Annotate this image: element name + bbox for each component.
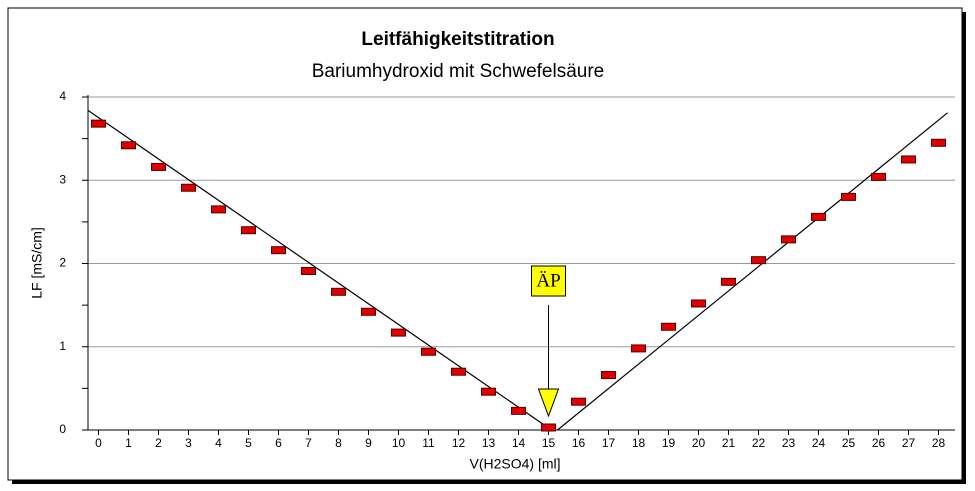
x-tick-label: 13 <box>482 436 496 450</box>
x-tick-label: 14 <box>512 436 526 450</box>
x-tick-label: 27 <box>902 436 916 450</box>
x-tick-label: 17 <box>602 436 616 450</box>
x-tick-label: 23 <box>782 436 796 450</box>
x-tick-label: 9 <box>365 436 372 450</box>
marker <box>601 371 616 380</box>
x-tick-label: 10 <box>392 436 406 450</box>
marker <box>271 246 286 255</box>
x-tick-label: 12 <box>452 436 466 450</box>
marker <box>661 322 676 331</box>
x-tick-label: 2 <box>155 436 162 450</box>
x-tick-label: 15 <box>542 436 556 450</box>
y-tick-label: 1 <box>59 339 66 353</box>
marker <box>361 307 376 316</box>
x-tick-label: 11 <box>422 436 435 450</box>
x-axis-label: V(H2SO4) [ml] <box>469 456 560 472</box>
x-tick-label: 5 <box>245 436 252 450</box>
x-tick-label: 4 <box>215 436 222 450</box>
x-tick-label: 25 <box>842 436 856 450</box>
y-axis-label: LF [mS/cm] <box>29 227 45 299</box>
annotation-box <box>531 265 566 297</box>
chart-subtitle: Bariumhydroxid mit Schwefelsäure <box>312 61 605 82</box>
x-tick-label: 6 <box>275 436 282 450</box>
x-tick-label: 24 <box>812 436 826 450</box>
marker <box>391 328 406 337</box>
marker <box>451 367 466 376</box>
x-tick-label: 8 <box>335 436 342 450</box>
marker <box>691 299 706 308</box>
marker <box>211 205 226 214</box>
marker <box>301 266 316 275</box>
y-tick-label: 4 <box>59 89 66 103</box>
marker <box>151 162 166 171</box>
x-tick-label: 28 <box>932 436 946 450</box>
marker <box>841 192 856 201</box>
marker <box>331 287 346 296</box>
marker <box>781 235 796 244</box>
x-tick-label: 7 <box>305 436 312 450</box>
annotation-label: ÄP <box>536 270 560 291</box>
y-tick-label: 0 <box>59 422 66 436</box>
y-tick-label: 3 <box>59 172 66 186</box>
x-tick-label: 16 <box>572 436 586 450</box>
marker <box>901 155 916 164</box>
marker <box>421 347 436 356</box>
marker <box>181 183 196 192</box>
x-tick-label: 0 <box>95 436 102 450</box>
y-tick-label: 2 <box>59 256 66 270</box>
marker <box>721 277 736 286</box>
marker <box>481 387 496 396</box>
x-tick-label: 18 <box>632 436 646 450</box>
fit-line <box>557 112 948 431</box>
x-tick-label: 19 <box>662 436 676 450</box>
x-tick-label: 21 <box>722 436 736 450</box>
marker <box>91 119 106 128</box>
marker <box>871 172 886 181</box>
marker <box>571 397 586 406</box>
marker <box>121 141 136 150</box>
x-tick-label: 26 <box>872 436 886 450</box>
x-tick-label: 1 <box>125 436 132 450</box>
marker <box>631 344 646 353</box>
x-tick-label: 22 <box>752 436 766 450</box>
annotation-pointer <box>537 388 560 418</box>
x-tick-label: 20 <box>692 436 706 450</box>
marker <box>931 138 946 147</box>
chart-title: Leitfähigkeitstitration <box>361 29 554 50</box>
marker <box>541 423 556 432</box>
marker <box>811 212 826 221</box>
marker <box>511 406 526 415</box>
frame <box>7 7 963 481</box>
x-tick-label: 3 <box>185 436 192 450</box>
marker <box>241 226 256 235</box>
marker <box>751 256 766 265</box>
